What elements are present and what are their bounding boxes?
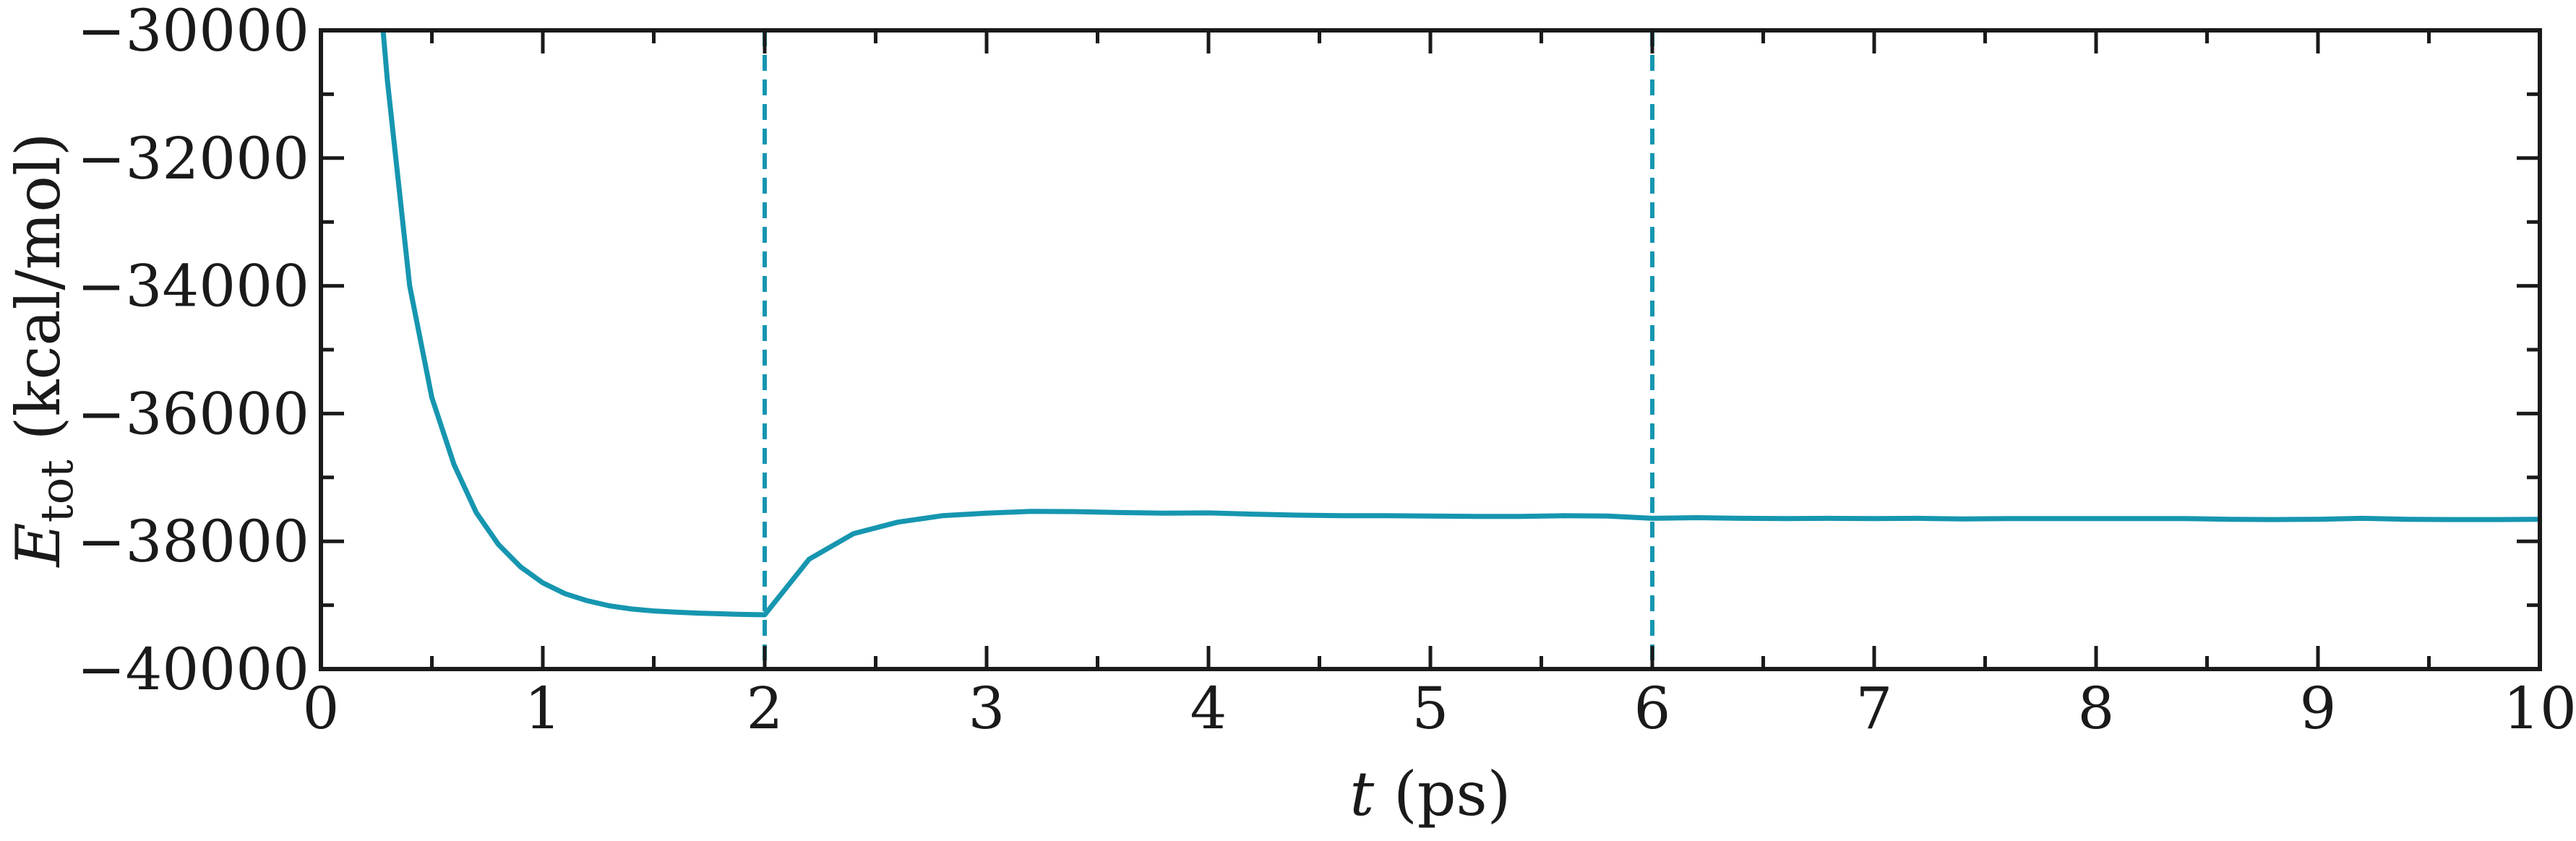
series-layer bbox=[380, 30, 2540, 618]
y-tick-label: −40000 bbox=[77, 636, 309, 703]
y-tick-label: −36000 bbox=[77, 380, 309, 447]
y-axis-title: Etot (kcal/mol) bbox=[3, 132, 83, 568]
y-tick-label: −30000 bbox=[77, 0, 309, 64]
x-tick-label: 3 bbox=[969, 675, 1005, 742]
y-tick-labels: −40000 −38000 −36000 −34000 −32000 −30000 bbox=[77, 0, 309, 703]
x-tick-label: 2 bbox=[747, 675, 783, 742]
axis-ticks bbox=[319, 28, 2542, 671]
x-axis-title: t (ps) bbox=[1350, 759, 1511, 829]
plot-frame bbox=[319, 28, 2542, 671]
x-tick-label: 0 bbox=[303, 675, 340, 742]
x-tick-label: 5 bbox=[1412, 675, 1449, 742]
y-tick-label: −38000 bbox=[77, 508, 309, 575]
y-tick-label: −34000 bbox=[77, 253, 309, 320]
x-tick-label: 9 bbox=[2300, 675, 2337, 742]
x-tick-label: 8 bbox=[2078, 675, 2115, 742]
x-tick-label: 6 bbox=[1634, 675, 1671, 742]
x-tick-label: 10 bbox=[2503, 675, 2576, 742]
series-line-0 bbox=[380, 30, 2540, 618]
x-tick-label: 7 bbox=[1856, 675, 1893, 742]
vertical-reference-lines bbox=[763, 30, 1654, 669]
x-tick-label: 4 bbox=[1190, 675, 1227, 742]
x-tick-label: 1 bbox=[525, 675, 562, 742]
x-tick-labels: 0 1 2 3 4 5 6 7 8 9 10 bbox=[303, 675, 2576, 742]
y-tick-label: −32000 bbox=[77, 125, 309, 192]
